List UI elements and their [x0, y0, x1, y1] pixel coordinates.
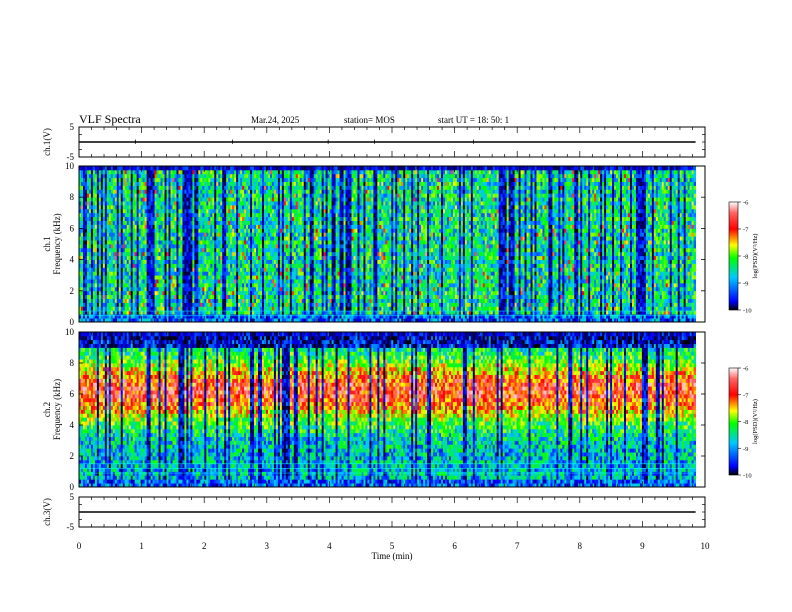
vlf-figure: 5-5ch.1(V)0246810ch.1Frequency (kHz)-6-7… [0, 0, 792, 612]
y-tick-label: 5 [70, 122, 75, 132]
spectrogram-cells [79, 166, 696, 322]
panel-ch1-waveform: 5-5ch.1(V) [42, 122, 705, 162]
y-axis-label: ch.1(V) [42, 128, 52, 156]
